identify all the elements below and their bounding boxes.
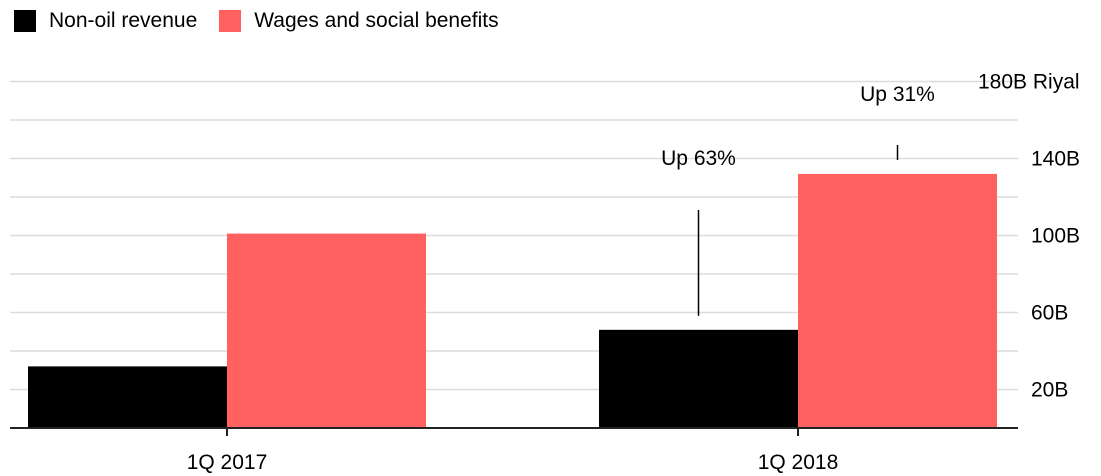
legend-swatch-non-oil-revenue: [14, 10, 36, 32]
y-tick-label: 100B: [1031, 225, 1080, 248]
x-tick-label: 1Q 2018: [758, 451, 839, 474]
annotation-label: Up 31%: [860, 83, 935, 106]
y-tick-label: 140B: [1031, 148, 1080, 171]
bars: [28, 173, 997, 428]
axes: 20B 60B 100B 140B 180B Riyal 1Q 2017 1Q 2018: [10, 71, 1080, 474]
legend-item-wages: Wages and social benefits: [219, 9, 499, 33]
legend-item-non-oil-revenue: Non-oil revenue: [14, 9, 197, 33]
bar-wages-1: [798, 173, 997, 428]
annotations: Up 63% Up 31%: [661, 83, 935, 316]
y-tick-label: 60B: [1031, 302, 1068, 325]
annotation-label: Up 63%: [661, 147, 736, 170]
bar-wages-0: [227, 233, 426, 428]
legend: Non-oil revenue Wages and social benefit…: [14, 5, 521, 37]
legend-swatch-wages: [219, 10, 242, 32]
y-tick-label: 180B Riyal: [978, 71, 1080, 94]
legend-label-wages: Wages and social benefits: [254, 9, 499, 32]
bar-non-oil-revenue-1: [599, 329, 798, 428]
y-tick-label: 20B: [1031, 379, 1068, 402]
x-tick-label: 1Q 2017: [187, 451, 268, 474]
bar-non-oil-revenue-0: [28, 366, 227, 428]
legend-label-non-oil-revenue: Non-oil revenue: [49, 9, 198, 32]
